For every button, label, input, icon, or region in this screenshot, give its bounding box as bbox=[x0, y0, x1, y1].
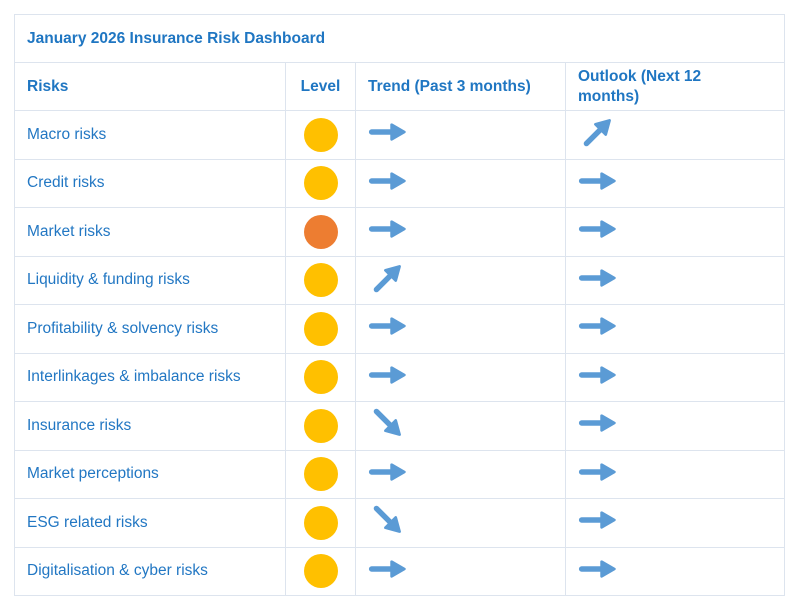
table-row: Profitability & solvency risks bbox=[14, 304, 786, 354]
table-row: Interlinkages & imbalance risks bbox=[14, 352, 786, 402]
column-header-outlook: Outlook (Next 12 months) bbox=[564, 62, 786, 111]
outlook-cell bbox=[564, 110, 786, 160]
level-cell bbox=[285, 207, 356, 257]
right-arrow-icon bbox=[578, 267, 618, 289]
column-header-row: Risks Level Trend (Past 3 months) Outloo… bbox=[14, 62, 786, 111]
level-cell bbox=[285, 255, 356, 305]
trend-cell bbox=[355, 304, 566, 354]
risk-label: Interlinkages & imbalance risks bbox=[14, 352, 286, 402]
risk-level-dot-yellow bbox=[303, 457, 338, 492]
risk-level-dot-orange bbox=[303, 214, 338, 249]
level-cell bbox=[285, 110, 356, 160]
outlook-cell bbox=[564, 352, 786, 402]
outlook-cell bbox=[564, 207, 786, 257]
level-cell bbox=[285, 498, 356, 548]
risk-level-dot-yellow bbox=[303, 263, 338, 298]
trend-cell bbox=[355, 449, 566, 499]
table-row: Macro risks bbox=[14, 110, 786, 160]
trend-cell bbox=[355, 546, 566, 596]
right-arrow-icon bbox=[578, 461, 618, 483]
right-arrow-icon bbox=[368, 315, 408, 337]
risk-dashboard-table: January 2026 Insurance Risk Dashboard Ri… bbox=[13, 14, 786, 596]
column-header-trend: Trend (Past 3 months) bbox=[355, 62, 566, 111]
right-arrow-icon bbox=[368, 364, 408, 386]
table-row: Digitalisation & cyber risks bbox=[14, 546, 786, 596]
table-row: ESG related risks bbox=[14, 498, 786, 548]
level-cell bbox=[285, 158, 356, 208]
level-cell bbox=[285, 304, 356, 354]
column-header-outlook-label: Outlook (Next 12 months) bbox=[578, 68, 702, 105]
risk-label: Macro risks bbox=[14, 110, 286, 160]
dashboard-title: January 2026 Insurance Risk Dashboard bbox=[13, 14, 786, 63]
risk-label: Market perceptions bbox=[14, 449, 286, 499]
up-right-arrow-icon bbox=[366, 256, 410, 300]
trend-cell bbox=[355, 110, 566, 160]
column-header-risks: Risks bbox=[14, 62, 286, 111]
level-cell bbox=[285, 546, 356, 596]
risk-level-dot-yellow bbox=[303, 166, 338, 201]
right-arrow-icon bbox=[578, 558, 618, 580]
risk-label: Digitalisation & cyber risks bbox=[14, 546, 286, 596]
right-arrow-icon bbox=[578, 315, 618, 337]
risk-level-dot-yellow bbox=[303, 408, 338, 443]
outlook-cell bbox=[564, 304, 786, 354]
risk-level-dot-yellow bbox=[303, 311, 338, 346]
right-arrow-icon bbox=[578, 364, 618, 386]
level-cell bbox=[285, 352, 356, 402]
right-arrow-icon bbox=[578, 412, 618, 434]
trend-cell bbox=[355, 158, 566, 208]
outlook-cell bbox=[564, 498, 786, 548]
risk-rows: January 2026 Insurance Risk Dashboard Ri… bbox=[13, 14, 786, 596]
table-row: Insurance risks bbox=[14, 401, 786, 451]
up-right-arrow-icon bbox=[576, 110, 620, 154]
right-arrow-icon bbox=[368, 461, 408, 483]
risk-label: Credit risks bbox=[14, 158, 286, 208]
table-row: Credit risks bbox=[14, 158, 786, 208]
risk-level-dot-yellow bbox=[303, 360, 338, 395]
right-arrow-icon bbox=[578, 170, 618, 192]
trend-cell bbox=[355, 255, 566, 305]
table-row: Market perceptions bbox=[14, 449, 786, 499]
trend-cell bbox=[355, 207, 566, 257]
outlook-cell bbox=[564, 255, 786, 305]
right-arrow-icon bbox=[368, 218, 408, 240]
risk-label: ESG related risks bbox=[14, 498, 286, 548]
risk-label: Profitability & solvency risks bbox=[14, 304, 286, 354]
title-row: January 2026 Insurance Risk Dashboard bbox=[13, 14, 786, 63]
right-arrow-icon bbox=[578, 509, 618, 531]
trend-cell bbox=[355, 352, 566, 402]
trend-cell bbox=[355, 498, 566, 548]
right-arrow-icon bbox=[578, 218, 618, 240]
right-arrow-icon bbox=[368, 558, 408, 580]
risk-level-dot-yellow bbox=[303, 554, 338, 589]
outlook-cell bbox=[564, 158, 786, 208]
outlook-cell bbox=[564, 449, 786, 499]
outlook-cell bbox=[564, 546, 786, 596]
outlook-cell bbox=[564, 401, 786, 451]
risk-label: Insurance risks bbox=[14, 401, 286, 451]
down-right-arrow-icon bbox=[366, 401, 410, 445]
right-arrow-icon bbox=[368, 170, 408, 192]
down-right-arrow-icon bbox=[366, 498, 410, 542]
risk-label: Liquidity & funding risks bbox=[14, 255, 286, 305]
right-arrow-icon bbox=[368, 121, 408, 143]
level-cell bbox=[285, 401, 356, 451]
table-row: Market risks bbox=[14, 207, 786, 257]
trend-cell bbox=[355, 401, 566, 451]
column-header-level: Level bbox=[285, 62, 356, 111]
level-cell bbox=[285, 449, 356, 499]
risk-level-dot-yellow bbox=[303, 117, 338, 152]
risk-level-dot-yellow bbox=[303, 505, 338, 540]
risk-label: Market risks bbox=[14, 207, 286, 257]
table-row: Liquidity & funding risks bbox=[14, 255, 786, 305]
